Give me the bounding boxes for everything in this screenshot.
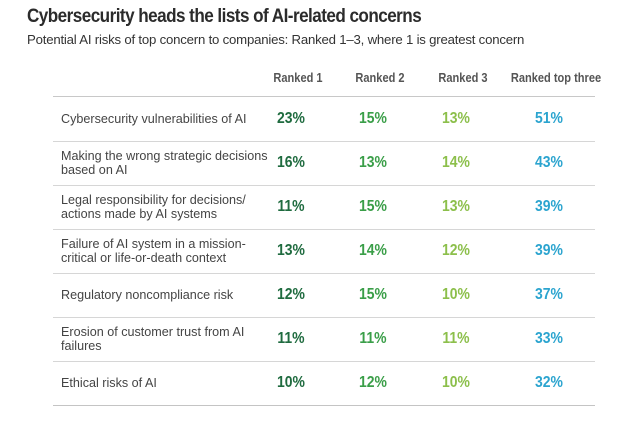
table-row: Ethical risks of AI 10% 12% 10% 32% bbox=[53, 361, 595, 406]
value-cell-ranked-3: 11% bbox=[442, 330, 470, 347]
value-cell-ranked-top-three: 32% bbox=[535, 374, 563, 391]
value-cell-ranked-top-three: 37% bbox=[535, 286, 563, 303]
row-label: Failure of AI system in a mission-critic… bbox=[61, 237, 246, 265]
value-cell-ranked-3: 10% bbox=[442, 286, 470, 303]
value-cell-ranked-3: 12% bbox=[442, 242, 470, 259]
row-label: Regulatory noncompliance risk bbox=[61, 288, 234, 302]
table-row: Erosion of customer trust from AI failur… bbox=[53, 317, 595, 362]
row-label: Making the wrong strategic decisions bas… bbox=[61, 149, 268, 177]
value-cell-ranked-2: 15% bbox=[359, 286, 387, 303]
value-cell-ranked-2: 15% bbox=[359, 110, 387, 127]
column-header-ranked-2: Ranked 2 bbox=[355, 70, 405, 85]
column-header-ranked-1: Ranked 1 bbox=[273, 70, 323, 85]
header-divider bbox=[53, 96, 595, 97]
row-label: Cybersecurity vulnerabilities of AI bbox=[61, 112, 247, 126]
value-cell-ranked-2: 11% bbox=[359, 330, 387, 347]
value-cell-ranked-top-three: 39% bbox=[535, 198, 563, 215]
value-cell-ranked-top-three: 51% bbox=[535, 110, 563, 127]
value-cell-ranked-2: 15% bbox=[359, 198, 387, 215]
value-cell-ranked-3: 10% bbox=[442, 374, 470, 391]
table-row: Legal responsibility for decisions/ acti… bbox=[53, 185, 595, 230]
table-row: Making the wrong strategic decisions bas… bbox=[53, 141, 595, 186]
column-header-ranked-3: Ranked 3 bbox=[438, 70, 488, 85]
value-cell-ranked-1: 23% bbox=[277, 110, 305, 127]
value-cell-ranked-1: 11% bbox=[277, 198, 305, 215]
table-row: Regulatory noncompliance risk 12% 15% 10% 37… bbox=[53, 273, 595, 318]
value-cell-ranked-top-three: 33% bbox=[535, 330, 563, 347]
table-row: Failure of AI system in a mission-critic… bbox=[53, 229, 595, 274]
value-cell-ranked-3: 14% bbox=[442, 154, 470, 171]
value-cell-ranked-2: 13% bbox=[359, 154, 387, 171]
value-cell-ranked-2: 14% bbox=[359, 242, 387, 259]
value-cell-ranked-3: 13% bbox=[442, 198, 470, 215]
value-cell-ranked-1: 11% bbox=[277, 330, 305, 347]
value-cell-ranked-1: 12% bbox=[277, 286, 305, 303]
chart-subtitle: Potential AI risks of top concern to com… bbox=[27, 32, 525, 47]
row-label: Erosion of customer trust from AI failur… bbox=[61, 325, 245, 353]
row-label: Legal responsibility for decisions/ acti… bbox=[61, 193, 246, 221]
value-cell-ranked-3: 13% bbox=[442, 110, 470, 127]
value-cell-ranked-1: 13% bbox=[277, 242, 305, 259]
value-cell-ranked-top-three: 43% bbox=[535, 154, 563, 171]
row-label: Ethical risks of AI bbox=[61, 376, 157, 390]
value-cell-ranked-2: 12% bbox=[359, 374, 387, 391]
value-cell-ranked-1: 10% bbox=[277, 374, 305, 391]
value-cell-ranked-top-three: 39% bbox=[535, 242, 563, 259]
table-row: Cybersecurity vulnerabilities of AI 23% 15… bbox=[53, 97, 595, 142]
value-cell-ranked-1: 16% bbox=[277, 154, 305, 171]
chart-title: Cybersecurity heads the lists of AI-rela… bbox=[27, 6, 422, 27]
column-header-ranked-top-three: Ranked top three bbox=[510, 70, 602, 85]
